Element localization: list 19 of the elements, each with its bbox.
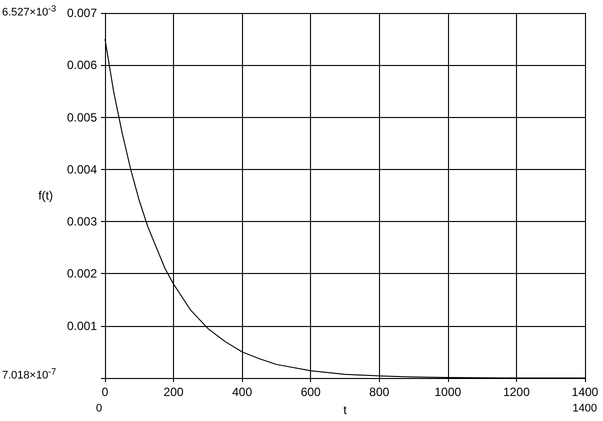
x-tick-label: 400	[232, 385, 252, 399]
y-tick-label: 0.001	[66, 318, 98, 333]
text: 0	[96, 402, 102, 414]
y-tick-label: 0.003	[66, 214, 98, 229]
y-tick-label: 0.006	[66, 58, 98, 72]
y-axis-title: f(t)	[38, 188, 53, 202]
x-tick-label: 0	[102, 385, 109, 399]
y-tick-label: 0.004	[66, 162, 98, 176]
y-tick-label: 0.007	[66, 6, 98, 20]
y-tick-label: 0.002	[66, 266, 98, 281]
x-tick-label: 800	[369, 385, 390, 399]
x-tick-label: 1200	[503, 385, 530, 399]
x-axis-title: t	[343, 403, 348, 417]
y-tick-label: 0.005	[66, 110, 98, 124]
x-tick-label: 600	[300, 385, 322, 399]
text: 1400	[572, 402, 598, 414]
x-tick-label: 200	[164, 385, 184, 399]
x-tick-label: 1000	[434, 385, 462, 399]
x-tick-label: 1400	[572, 385, 599, 399]
